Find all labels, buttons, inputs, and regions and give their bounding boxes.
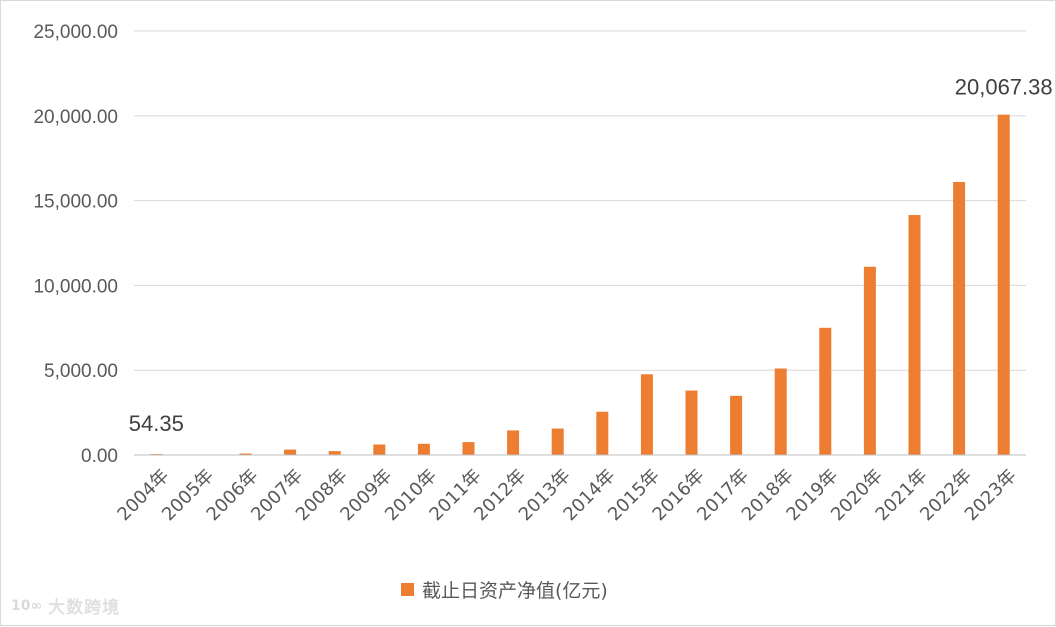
- bar: [953, 181, 966, 455]
- bar: [908, 215, 921, 455]
- legend: 截止日资产净值(亿元): [401, 576, 608, 603]
- bar: [685, 390, 698, 455]
- bar: [417, 443, 430, 455]
- bar: [997, 114, 1010, 456]
- watermark-text: 大数跨境: [48, 598, 121, 618]
- watermark: 10∞ 大数跨境: [11, 593, 121, 619]
- bar: [373, 444, 386, 455]
- bar: [863, 266, 876, 455]
- bar: [640, 374, 653, 455]
- bar: [774, 368, 787, 455]
- y-tick-label: 15,000.00: [33, 192, 118, 213]
- bar: [819, 327, 832, 455]
- x-axis-ticks: 2004年2005年2006年2007年2008年2009年2010年2011年…: [113, 465, 1020, 525]
- legend-swatch: [401, 583, 414, 596]
- y-tick-label: 5,000.00: [44, 361, 118, 382]
- y-tick-label: 10,000.00: [33, 276, 118, 297]
- bar: [284, 449, 297, 455]
- y-tick-label: 25,000.00: [33, 22, 118, 43]
- y-axis-ticks: 0.00 5,000.00 10,000.00 15,000.00 20,000.00 2…: [33, 22, 118, 467]
- legend-label: 截止日资产净值(亿元): [422, 580, 608, 602]
- data-label: 20,067.38: [955, 75, 1053, 100]
- watermark-logo: 10∞: [11, 597, 43, 614]
- bar: [328, 451, 341, 455]
- y-tick-label: 0.00: [81, 446, 118, 467]
- gridlines: [134, 30, 1026, 371]
- data-labels: 54.35 20,067.38: [129, 75, 1053, 436]
- bar: [596, 411, 609, 455]
- bar: [730, 395, 743, 455]
- y-tick-label: 20,000.00: [33, 107, 118, 128]
- bar: [239, 453, 252, 455]
- bars: [150, 114, 1010, 456]
- bar: [551, 428, 564, 455]
- bar: [462, 442, 475, 455]
- bar: [507, 430, 520, 455]
- data-label: 54.35: [129, 411, 184, 436]
